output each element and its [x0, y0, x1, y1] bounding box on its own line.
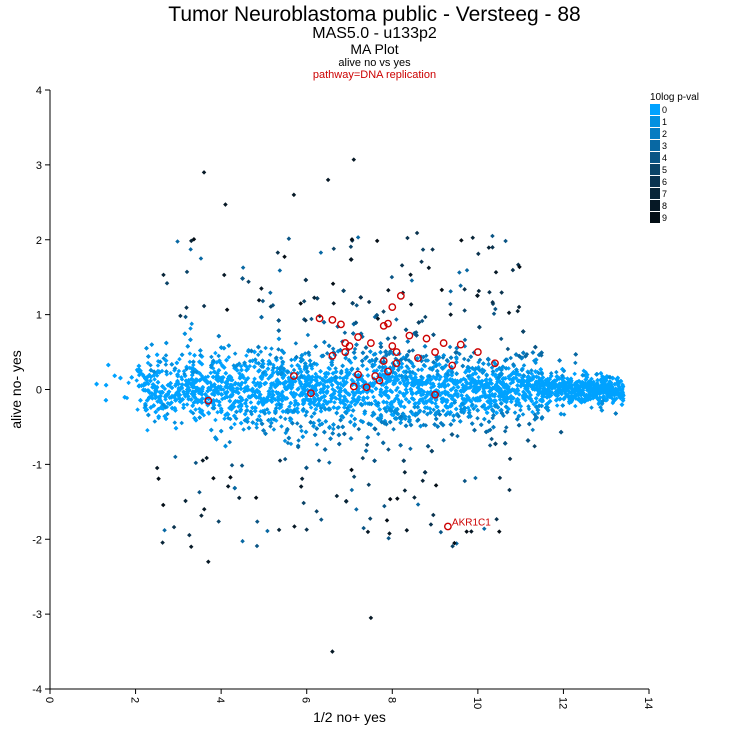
data-point: [271, 362, 276, 368]
data-point: [318, 408, 324, 414]
data-point: [581, 368, 587, 374]
data-point: [451, 385, 456, 390]
data-point: [364, 366, 370, 372]
plot-type-label: MA Plot: [350, 41, 399, 57]
data-point: [187, 351, 193, 356]
data-point: [292, 402, 297, 408]
data-point: [244, 353, 249, 358]
data-point: [208, 370, 214, 376]
data-point: [431, 374, 436, 379]
data-point: [215, 409, 220, 415]
data-point: [349, 413, 354, 418]
data-point: [176, 368, 182, 374]
data-point: [257, 413, 262, 419]
data-point: [473, 403, 479, 409]
data-point: [181, 368, 187, 374]
data-point: [508, 381, 513, 386]
data-point: [497, 397, 503, 402]
data-point: [379, 393, 384, 399]
data-point: [135, 407, 140, 412]
data-point: [517, 372, 523, 378]
data-point: [310, 374, 315, 380]
data-point: [232, 421, 237, 427]
data-point: [193, 407, 198, 412]
data-point: [213, 350, 218, 356]
data-point: [291, 390, 297, 396]
data-point: [572, 371, 577, 377]
data-point: [573, 403, 578, 409]
data-point: [620, 386, 625, 392]
data-point: [181, 402, 186, 407]
data-point: [379, 368, 385, 374]
data-point: [607, 379, 613, 384]
data-point: [469, 384, 474, 390]
data-point: [313, 371, 318, 377]
data-point: [252, 376, 257, 382]
data-point: [308, 405, 314, 410]
background-points: [94, 157, 626, 654]
data-point: [152, 377, 157, 382]
data-point: [447, 393, 452, 398]
data-point: [222, 416, 227, 421]
data-point: [435, 404, 440, 410]
data-point: [248, 400, 254, 405]
data-point: [393, 387, 399, 393]
data-point: [530, 409, 535, 415]
data-point: [287, 404, 292, 409]
data-point: [326, 365, 331, 371]
data-point: [134, 367, 140, 373]
data-point: [371, 394, 376, 400]
data-point: [318, 390, 323, 395]
data-point: [213, 417, 218, 423]
data-point: [467, 407, 472, 413]
data-point: [177, 356, 182, 362]
data-point: [516, 392, 522, 397]
data-point: [390, 374, 395, 379]
data-point: [309, 366, 315, 371]
data-point: [238, 364, 244, 369]
data-point: [145, 427, 150, 433]
data-point: [534, 399, 539, 405]
chart-title: Tumor Neuroblastoma public - Versteeg - …: [168, 3, 581, 26]
data-point: [153, 396, 158, 401]
data-point: [439, 390, 445, 396]
comparison-label: alive no vs yes: [338, 57, 411, 69]
data-point: [164, 372, 170, 377]
data-point: [155, 363, 161, 368]
data-point: [616, 384, 622, 389]
data-point: [554, 403, 560, 408]
data-point: [126, 380, 131, 386]
data-point: [184, 402, 190, 407]
data-point: [256, 399, 262, 405]
data-point: [168, 370, 173, 376]
data-point: [449, 373, 455, 378]
data-point: [332, 400, 337, 405]
data-point: [476, 374, 481, 380]
data-point: [506, 366, 511, 371]
data-point: [477, 398, 483, 403]
data-point: [315, 374, 320, 379]
chart-subtitle: MAS5.0 - u133p2: [312, 25, 437, 42]
data-point: [289, 363, 294, 369]
data-point: [270, 389, 275, 394]
data-point: [352, 402, 358, 407]
data-point: [337, 375, 343, 380]
data-point: [333, 396, 339, 401]
pathway-label: pathway=DNA replication: [312, 69, 437, 81]
data-point: [134, 378, 139, 383]
